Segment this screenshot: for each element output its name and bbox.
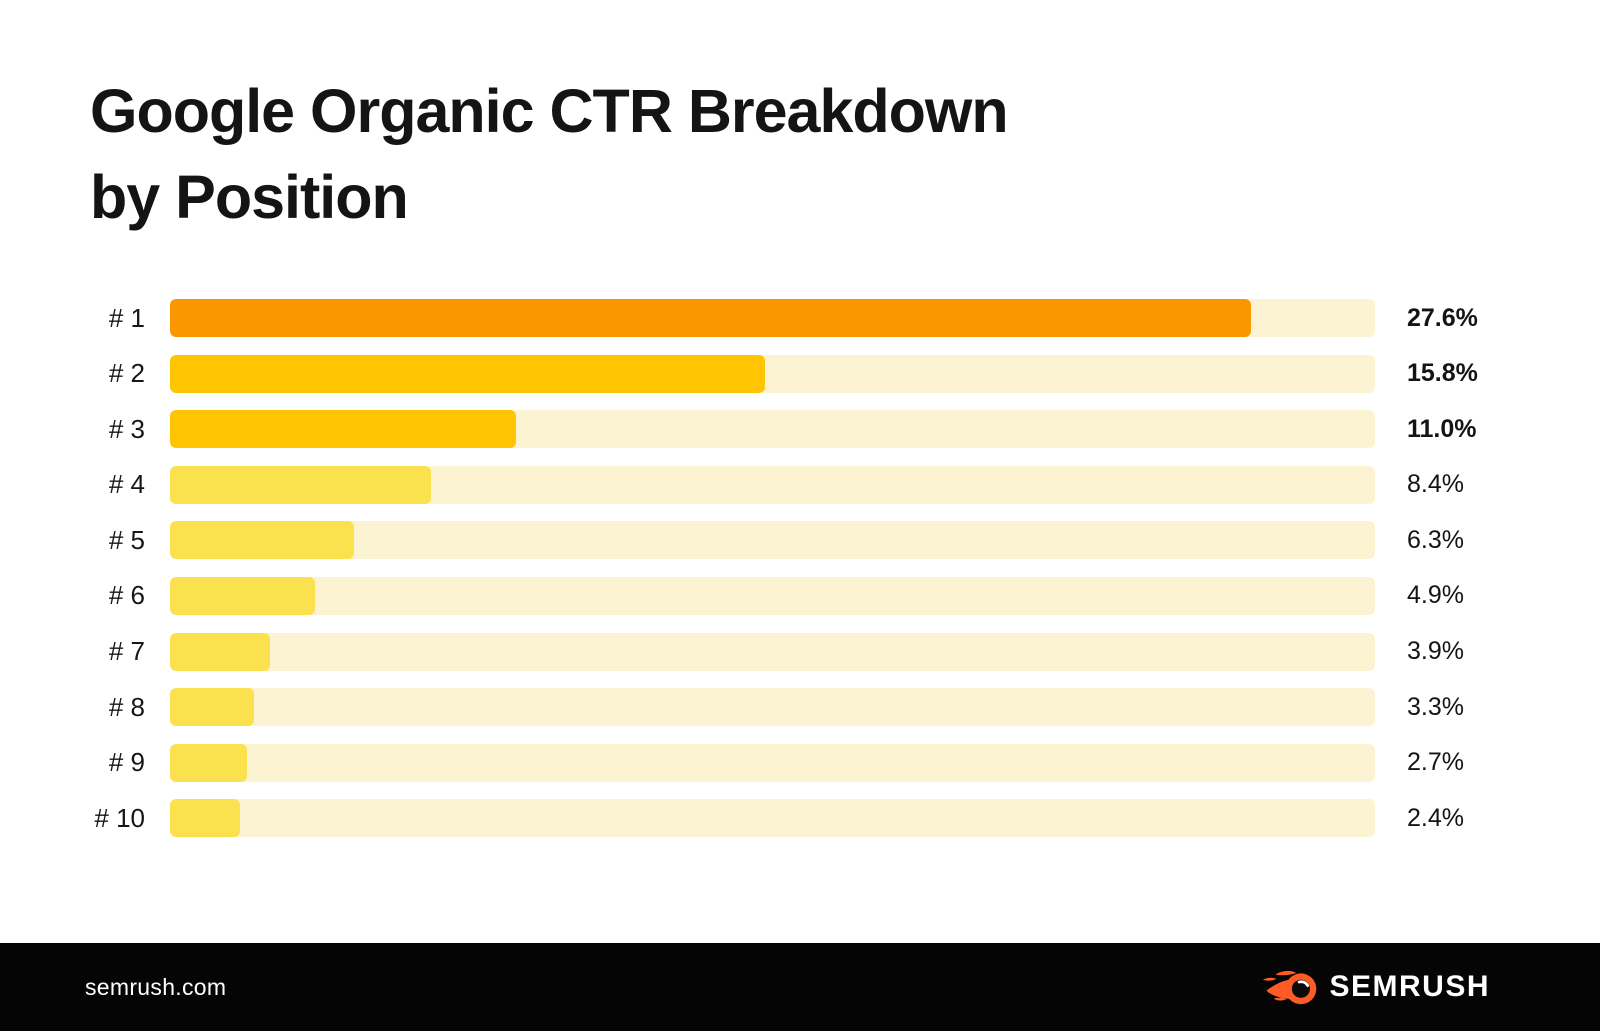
- category-label: # 4: [108, 469, 145, 500]
- category-label: # 8: [108, 691, 145, 722]
- bar-row: # 8 3.3%: [63, 688, 1563, 727]
- bar-row: # 7 3.9%: [63, 632, 1563, 671]
- value-label: 27.6%: [1407, 303, 1478, 332]
- bar-fill: [170, 299, 1251, 337]
- bar-fill: [170, 799, 240, 838]
- category-label: # 7: [108, 636, 145, 667]
- bar-track: [170, 799, 1375, 838]
- value-label: 3.3%: [1407, 692, 1464, 721]
- category-label: # 2: [108, 358, 145, 389]
- bar-track: [170, 743, 1375, 782]
- bar-track: [170, 465, 1375, 504]
- bar-fill: [170, 465, 432, 504]
- semrush-flame-icon: [1261, 964, 1319, 1010]
- bar-row: # 6 4.9%: [63, 576, 1563, 615]
- bar-row: # 9 2.7%: [63, 743, 1563, 782]
- bar-fill: [170, 576, 315, 615]
- bar-fill: [170, 410, 516, 449]
- bar-track: [170, 576, 1375, 615]
- category-label: # 5: [108, 524, 145, 555]
- value-label: 4.9%: [1407, 581, 1464, 610]
- bar-fill: [170, 632, 270, 671]
- value-label: 2.4%: [1407, 803, 1464, 832]
- bar-track: [170, 299, 1375, 337]
- bar-row: # 4 8.4%: [63, 465, 1563, 504]
- category-label: # 3: [108, 413, 145, 444]
- bar-row: # 2 15.8%: [63, 354, 1563, 393]
- footer-bar: semrush.com SEMRUSH: [0, 943, 1600, 1031]
- value-label: 2.7%: [1407, 748, 1464, 777]
- bar-row: # 1 27.6%: [63, 299, 1563, 337]
- bar-row: # 10 2.4%: [63, 799, 1563, 838]
- page-title-line2: by Position: [90, 163, 409, 231]
- bar-row: # 3 11.0%: [63, 410, 1563, 449]
- footer-domain: semrush.com: [85, 973, 227, 1000]
- ctr-bar-chart: # 1 27.6% # 2 15.8% # 3 11.0% # 4 8.4% #…: [63, 299, 1563, 838]
- semrush-wordmark: SEMRUSH: [1329, 970, 1490, 1003]
- bar-fill: [170, 521, 355, 560]
- bar-track: [170, 632, 1375, 671]
- value-label: 15.8%: [1407, 359, 1478, 388]
- category-label: # 10: [94, 802, 145, 833]
- bar-fill: [170, 354, 766, 393]
- page-title-line1: Google Organic CTR Breakdown: [90, 77, 1009, 145]
- value-label: 6.3%: [1407, 525, 1464, 554]
- bar-track: [170, 521, 1375, 560]
- bar-fill: [170, 688, 255, 727]
- bar-row: # 5 6.3%: [63, 521, 1563, 560]
- value-label: 8.4%: [1407, 470, 1464, 499]
- semrush-logo: SEMRUSH: [1261, 964, 1490, 1010]
- category-label: # 6: [108, 580, 145, 611]
- value-label: 11.0%: [1407, 414, 1477, 443]
- bar-track: [170, 688, 1375, 727]
- category-label: # 1: [108, 302, 145, 333]
- page-title: Google Organic CTR Breakdown by Position: [90, 68, 1009, 240]
- bar-track: [170, 354, 1375, 393]
- value-label: 3.9%: [1407, 637, 1464, 666]
- category-label: # 9: [108, 747, 145, 778]
- bar-fill: [170, 743, 248, 782]
- bar-track: [170, 410, 1375, 449]
